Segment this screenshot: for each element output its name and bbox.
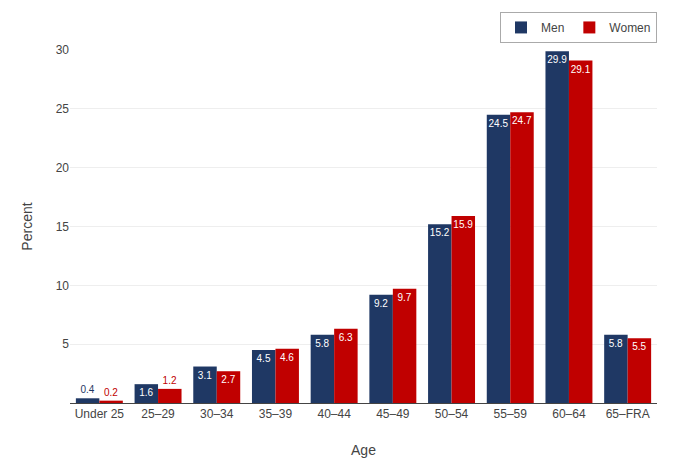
svg-text:60–64: 60–64 xyxy=(552,407,586,421)
svg-text:0.4: 0.4 xyxy=(80,384,94,395)
svg-text:Under 25: Under 25 xyxy=(75,407,125,421)
svg-text:9.7: 9.7 xyxy=(397,292,411,303)
svg-text:9.2: 9.2 xyxy=(374,298,388,309)
svg-text:45–49: 45–49 xyxy=(376,407,410,421)
svg-text:6.3: 6.3 xyxy=(339,332,353,343)
svg-text:30: 30 xyxy=(56,43,70,57)
svg-text:65–FRA: 65–FRA xyxy=(606,407,650,421)
svg-text:Percent: Percent xyxy=(19,202,35,250)
svg-text:24.7: 24.7 xyxy=(512,115,532,126)
svg-text:5.5: 5.5 xyxy=(632,341,646,352)
svg-text:35–39: 35–39 xyxy=(259,407,293,421)
svg-text:15.2: 15.2 xyxy=(430,227,450,238)
svg-text:3.1: 3.1 xyxy=(198,370,212,381)
svg-text:4.6: 4.6 xyxy=(280,352,294,363)
svg-text:Age: Age xyxy=(351,442,376,458)
svg-text:5.8: 5.8 xyxy=(315,338,329,349)
svg-text:2.7: 2.7 xyxy=(221,374,235,385)
svg-text:Men: Men xyxy=(541,21,564,35)
svg-text:5.8: 5.8 xyxy=(609,338,623,349)
svg-text:25: 25 xyxy=(56,102,70,116)
svg-text:1.6: 1.6 xyxy=(139,387,153,398)
svg-text:25–29: 25–29 xyxy=(141,407,175,421)
svg-text:1.2: 1.2 xyxy=(163,375,177,386)
svg-text:30–34: 30–34 xyxy=(200,407,234,421)
svg-text:0.2: 0.2 xyxy=(104,387,118,398)
svg-text:29.9: 29.9 xyxy=(547,54,567,65)
svg-text:55–59: 55–59 xyxy=(494,407,528,421)
svg-text:Women: Women xyxy=(609,21,650,35)
svg-text:29.1: 29.1 xyxy=(571,64,591,75)
svg-text:15.9: 15.9 xyxy=(453,219,473,230)
svg-text:40–44: 40–44 xyxy=(317,407,351,421)
svg-text:4.5: 4.5 xyxy=(257,353,271,364)
svg-text:10: 10 xyxy=(56,279,70,293)
svg-text:5: 5 xyxy=(62,337,69,351)
svg-text:20: 20 xyxy=(56,161,70,175)
svg-text:24.5: 24.5 xyxy=(489,118,509,129)
svg-text:50–54: 50–54 xyxy=(435,407,469,421)
svg-text:15: 15 xyxy=(56,220,70,234)
